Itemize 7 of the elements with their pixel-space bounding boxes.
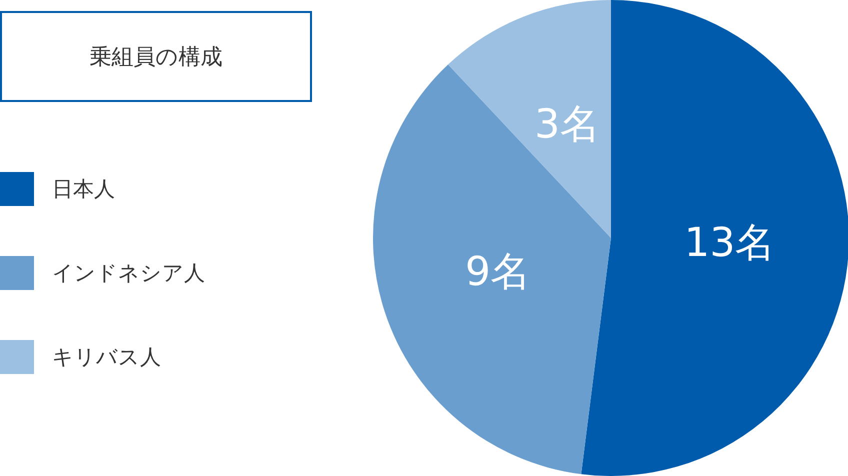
data-label: 13名 bbox=[684, 220, 776, 266]
data-label: 3名 bbox=[534, 102, 600, 148]
legend-label: キリバス人 bbox=[52, 344, 161, 371]
legend-label: インドネシア人 bbox=[52, 260, 205, 287]
data-label: 9名 bbox=[465, 249, 531, 296]
legend-label: 日本人 bbox=[52, 176, 115, 203]
text: 乗組員の構成 bbox=[0, 11, 312, 102]
